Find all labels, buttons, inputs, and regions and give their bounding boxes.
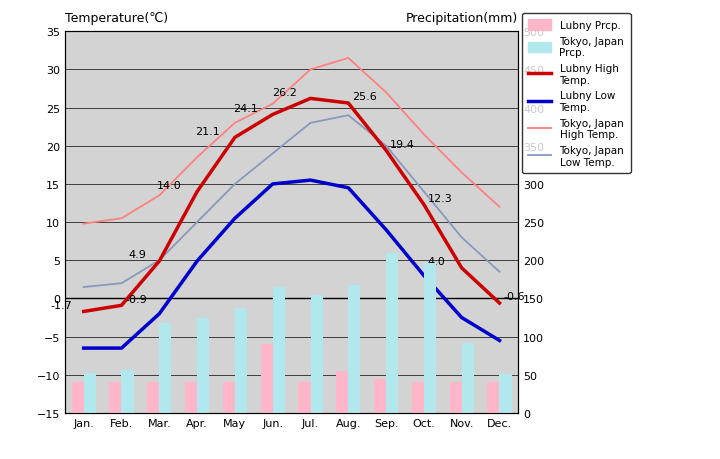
Text: 24.1: 24.1: [233, 103, 258, 113]
Lubny High
Temp.: [193, 190, 202, 195]
Tokyo, Japan
High Temp.: [306, 67, 315, 73]
Lubny High
Temp.: [79, 309, 88, 314]
Lubny Low
Temp.: [193, 259, 202, 264]
Tokyo, Japan
High Temp.: [117, 216, 126, 222]
Tokyo, Japan
Low Temp.: [79, 285, 88, 290]
Text: 4.9: 4.9: [128, 250, 146, 260]
Lubny Low
Temp.: [495, 338, 504, 343]
Text: 21.1: 21.1: [195, 126, 220, 136]
Lubny Low
Temp.: [269, 182, 277, 187]
Tokyo, Japan
Low Temp.: [457, 235, 466, 241]
Tokyo, Japan
High Temp.: [269, 102, 277, 107]
Bar: [386, 253, 398, 413]
Lubny High
Temp.: [306, 96, 315, 102]
Bar: [222, 383, 235, 413]
Bar: [84, 374, 96, 413]
Tokyo, Japan
High Temp.: [155, 193, 163, 199]
Bar: [424, 263, 436, 413]
Bar: [197, 318, 210, 413]
Text: -0.9: -0.9: [125, 294, 147, 304]
Tokyo, Japan
High Temp.: [457, 170, 466, 176]
Lubny Low
Temp.: [117, 346, 126, 351]
Tokyo, Japan
Low Temp.: [420, 190, 428, 195]
Lubny High
Temp.: [344, 101, 353, 106]
Line: Tokyo, Japan
Low Temp.: Tokyo, Japan Low Temp.: [84, 116, 500, 287]
Lubny High
Temp.: [457, 266, 466, 271]
Text: 26.2: 26.2: [272, 87, 297, 97]
Tokyo, Japan
High Temp.: [420, 132, 428, 138]
Bar: [273, 287, 285, 413]
Tokyo, Japan
Low Temp.: [306, 121, 315, 126]
Lubny High
Temp.: [117, 303, 126, 308]
Lubny High
Temp.: [230, 135, 239, 141]
Bar: [109, 383, 122, 413]
Lubny Low
Temp.: [79, 346, 88, 351]
Tokyo, Japan
High Temp.: [79, 221, 88, 227]
Tokyo, Japan
Low Temp.: [155, 258, 163, 263]
Lubny Low
Temp.: [155, 311, 163, 317]
Bar: [310, 296, 323, 413]
Lubny High
Temp.: [269, 112, 277, 118]
Bar: [348, 286, 361, 413]
Bar: [412, 383, 424, 413]
Lubny High
Temp.: [495, 301, 504, 306]
Lubny Low
Temp.: [457, 315, 466, 320]
Lubny Low
Temp.: [344, 185, 353, 191]
Bar: [185, 383, 197, 413]
Tokyo, Japan
Low Temp.: [495, 269, 504, 275]
Bar: [374, 379, 386, 413]
Tokyo, Japan
High Temp.: [230, 121, 239, 126]
Tokyo, Japan
Low Temp.: [230, 182, 239, 187]
Bar: [500, 374, 512, 413]
Text: 14.0: 14.0: [157, 180, 182, 190]
Bar: [449, 383, 462, 413]
Text: 4.0: 4.0: [427, 257, 445, 267]
Line: Lubny High
Temp.: Lubny High Temp.: [84, 99, 500, 312]
Bar: [261, 345, 273, 413]
Tokyo, Japan
High Temp.: [344, 56, 353, 62]
Tokyo, Japan
Low Temp.: [193, 220, 202, 225]
Tokyo, Japan
High Temp.: [495, 205, 504, 210]
Bar: [487, 383, 500, 413]
Text: -0.6: -0.6: [503, 291, 525, 302]
Text: -1.7: -1.7: [50, 300, 72, 310]
Lubny Low
Temp.: [382, 228, 390, 233]
Tokyo, Japan
High Temp.: [193, 155, 202, 161]
Text: 12.3: 12.3: [428, 193, 452, 203]
Bar: [159, 323, 171, 413]
Bar: [147, 383, 159, 413]
Lubny High
Temp.: [155, 259, 163, 264]
Line: Lubny Low
Temp.: Lubny Low Temp.: [84, 181, 500, 348]
Lubny Low
Temp.: [306, 178, 315, 184]
Bar: [336, 371, 348, 413]
Bar: [71, 383, 84, 413]
Legend: Lubny Prcp., Tokyo, Japan
Prcp., Lubny High
Temp., Lubny Low
Temp., Tokyo, Japan: Lubny Prcp., Tokyo, Japan Prcp., Lubny H…: [522, 14, 631, 174]
Text: 19.4: 19.4: [390, 139, 415, 149]
Text: Precipitation(mm): Precipitation(mm): [406, 11, 518, 24]
Bar: [462, 343, 474, 413]
Tokyo, Japan
Low Temp.: [117, 281, 126, 286]
Bar: [122, 370, 134, 413]
Line: Tokyo, Japan
High Temp.: Tokyo, Japan High Temp.: [84, 59, 500, 224]
Lubny Low
Temp.: [420, 273, 428, 279]
Text: 25.6: 25.6: [352, 92, 377, 102]
Lubny High
Temp.: [420, 202, 428, 208]
Tokyo, Japan
Low Temp.: [269, 151, 277, 157]
Bar: [298, 383, 310, 413]
Lubny High
Temp.: [382, 148, 390, 154]
Bar: [235, 309, 247, 413]
Tokyo, Japan
High Temp.: [382, 90, 390, 96]
Tokyo, Japan
Low Temp.: [382, 144, 390, 149]
Tokyo, Japan
Low Temp.: [344, 113, 353, 119]
Lubny Low
Temp.: [230, 216, 239, 222]
Text: Temperature(℃): Temperature(℃): [65, 11, 168, 24]
